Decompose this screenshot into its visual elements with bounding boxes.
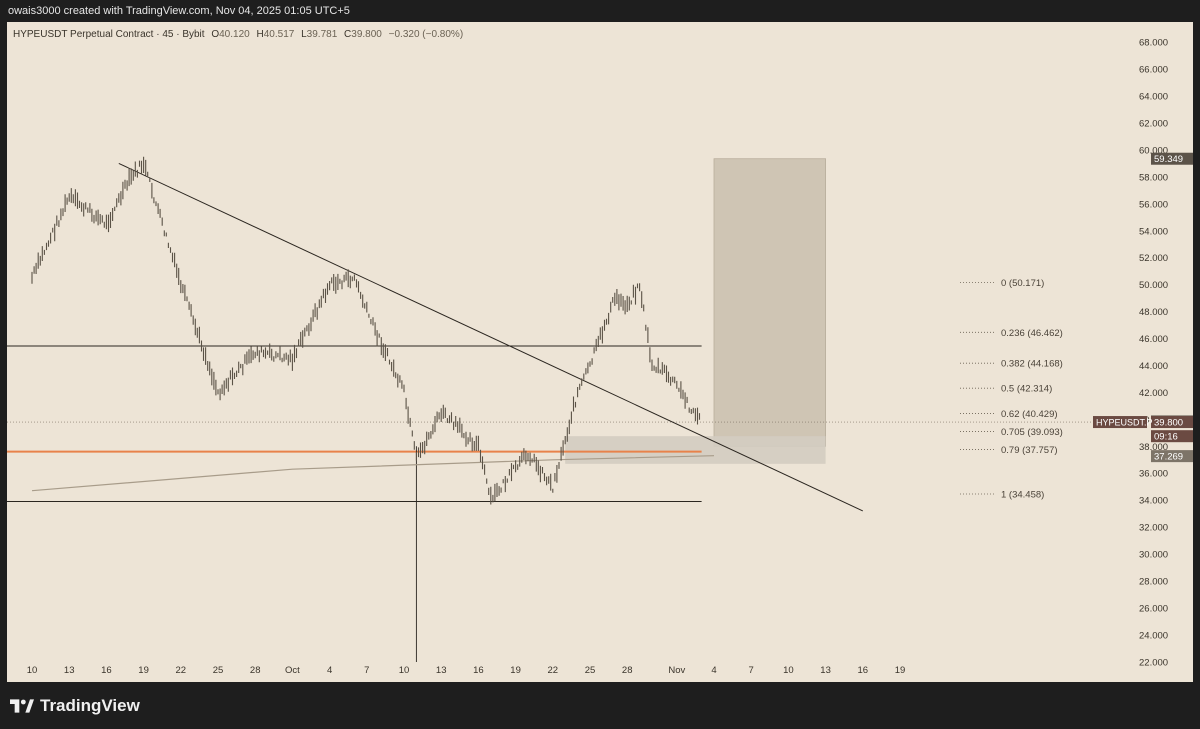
target-box[interactable]: [713, 158, 826, 447]
symbol-tag: HYPEUSDT.P: [1096, 418, 1153, 428]
symbol-tag-bg: [1093, 416, 1147, 429]
watermark-bar: owais3000 created with TradingView.com, …: [0, 0, 1200, 22]
x-tick-label: 7: [749, 665, 754, 676]
brand-name: TradingView: [40, 696, 140, 715]
y-tick-label: 46.000: [1139, 334, 1168, 345]
y-tick-label: 56.000: [1139, 199, 1168, 210]
x-tick-label: 22: [176, 665, 187, 676]
fib-level-label: 1 (34.458): [1001, 489, 1044, 500]
y-tick-label: 44.000: [1139, 361, 1168, 372]
price-label-bg: [1151, 152, 1193, 165]
price-label: 59.349: [1154, 154, 1183, 165]
footer-bar: TradingView: [0, 682, 1200, 729]
fib-level-label: 0.382 (44.168): [1001, 359, 1063, 370]
x-tick-label: 10: [399, 665, 410, 676]
y-tick-label: 22.000: [1139, 657, 1168, 668]
chart-pane[interactable]: 0 (50.171) 0.236 (46.462) 0.382 (44.168) 0.…: [7, 22, 1193, 682]
moving-average-line[interactable]: [31, 455, 715, 492]
trendline[interactable]: [118, 162, 864, 512]
y-tick-label: 54.000: [1139, 226, 1168, 237]
y-tick-label: 52.000: [1139, 253, 1168, 264]
fib-level-label: 0 (50.171): [1001, 278, 1044, 289]
x-tick-label: 13: [64, 665, 75, 676]
x-tick-label: 16: [858, 665, 869, 676]
y-tick-label: 66.000: [1139, 65, 1168, 76]
x-tick-label: 19: [138, 665, 149, 676]
y-tick-label: 62.000: [1139, 119, 1168, 130]
tradingview-icon: [10, 699, 34, 713]
price-label: 09:16: [1154, 432, 1178, 443]
x-tick-label: 4: [327, 665, 332, 676]
price-label: 37.269: [1154, 452, 1183, 463]
y-tick-label: 36.000: [1139, 469, 1168, 480]
y-tick-label: 42.000: [1139, 388, 1168, 399]
x-tick-label: 13: [820, 665, 831, 676]
tradingview-logo[interactable]: TradingView: [10, 696, 140, 716]
x-tick-label: 4: [711, 665, 716, 676]
price-label: 39.800: [1154, 418, 1183, 429]
x-tick-label: 25: [585, 665, 596, 676]
fib-level-label: 0.236 (46.462): [1001, 328, 1063, 339]
y-tick-label: 30.000: [1139, 550, 1168, 561]
x-tick-label: 10: [783, 665, 794, 676]
fib-level-label: 0.705 (39.093): [1001, 427, 1063, 438]
price-chart[interactable]: 0 (50.171) 0.236 (46.462) 0.382 (44.168) 0.…: [7, 22, 1193, 682]
candlesticks[interactable]: [31, 156, 701, 505]
x-tick-label: 7: [364, 665, 369, 676]
y-tick-label: 68.000: [1139, 38, 1168, 49]
y-tick-label: 64.000: [1139, 92, 1168, 103]
x-tick-label: 28: [250, 665, 261, 676]
x-tick-label: Oct: [285, 665, 300, 676]
y-tick-label: 26.000: [1139, 603, 1168, 614]
y-tick-label: 32.000: [1139, 523, 1168, 534]
legend-symbol: HYPEUSDT Perpetual Contract · 45 · Bybit…: [13, 29, 463, 40]
entry-box[interactable]: [565, 436, 826, 464]
y-tick-label: 24.000: [1139, 630, 1168, 641]
x-tick-label: 22: [548, 665, 559, 676]
y-tick-label: 58.000: [1139, 172, 1168, 183]
fib-level-label: 0.62 (40.429): [1001, 409, 1058, 420]
y-tick-label: 28.000: [1139, 576, 1168, 587]
x-tick-label: 13: [436, 665, 447, 676]
y-tick-label: 48.000: [1139, 307, 1168, 318]
price-label-bg: [1151, 416, 1193, 429]
y-tick-label: 38.000: [1139, 442, 1168, 453]
y-tick-label: 50.000: [1139, 280, 1168, 291]
price-label-bg: [1151, 450, 1193, 463]
x-tick-label: 25: [213, 665, 224, 676]
x-tick-label: 16: [473, 665, 484, 676]
x-tick-label: 28: [622, 665, 633, 676]
price-label-bg: [1151, 430, 1193, 443]
watermark-text: owais3000 created with TradingView.com, …: [8, 5, 350, 17]
fib-level-label: 0.5 (42.314): [1001, 384, 1052, 395]
x-tick-label: Nov: [668, 665, 685, 676]
x-tick-label: 19: [510, 665, 521, 676]
x-tick-label: 19: [895, 665, 906, 676]
y-tick-label: 60.000: [1139, 145, 1168, 156]
y-tick-label: 34.000: [1139, 496, 1168, 507]
fib-level-label: 0.79 (37.757): [1001, 445, 1058, 456]
x-tick-label: 16: [101, 665, 112, 676]
x-tick-label: 10: [27, 665, 38, 676]
